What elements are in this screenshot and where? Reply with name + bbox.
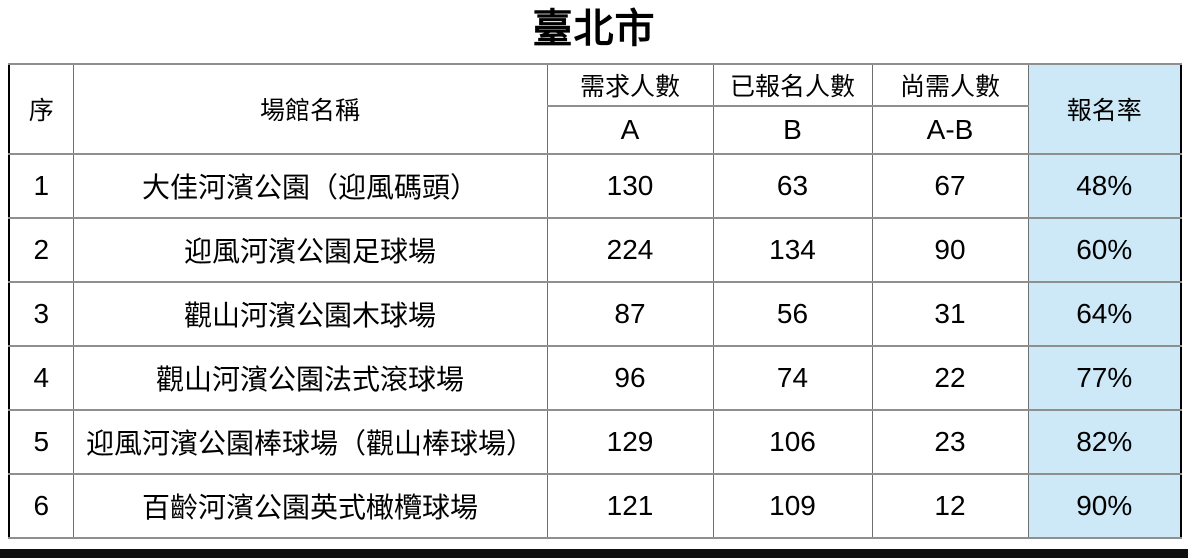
cell-rate: 64% — [1027, 281, 1182, 347]
cell-rate: 60% — [1027, 217, 1182, 283]
table-row: 6 百齡河濱公園英式橄欖球場 121 109 12 90% — [8, 473, 1182, 539]
table-row: 4 觀山河濱公園法式滾球場 96 74 22 77% — [8, 345, 1182, 411]
cell-rate: 48% — [1027, 153, 1182, 219]
cell-demand: 130 — [546, 153, 714, 219]
venues-table: 序 場館名稱 需求人數 已報名人數 尚需人數 報名率 A B A-B 1 大佳河… — [8, 63, 1182, 539]
cell-seq: 1 — [8, 153, 74, 219]
cell-venue: 百齡河濱公園英式橄欖球場 — [72, 473, 548, 539]
table-row: 5 迎風河濱公園棒球場（觀山棒球場） 129 106 23 82% — [8, 409, 1182, 475]
page-title: 臺北市 — [532, 7, 656, 51]
cell-registered: 106 — [712, 409, 873, 475]
bottom-divider-bar — [0, 549, 1188, 558]
cell-venue: 迎風河濱公園足球場 — [72, 217, 548, 283]
header-venue: 場館名稱 — [72, 63, 548, 155]
cell-registered: 109 — [712, 473, 873, 539]
cell-needed: 12 — [871, 473, 1029, 539]
cell-registered: 63 — [712, 153, 873, 219]
cell-venue: 觀山河濱公園木球場 — [72, 281, 548, 347]
cell-needed: 23 — [871, 409, 1029, 475]
header-row-sub: A B A-B — [9, 105, 1181, 155]
cell-needed: 31 — [871, 281, 1029, 347]
table-row: 2 迎風河濱公園足球場 224 134 90 60% — [8, 217, 1182, 283]
cell-rate: 90% — [1027, 473, 1182, 539]
cell-seq: 4 — [8, 345, 74, 411]
cell-registered: 74 — [712, 345, 873, 411]
cell-rate: 82% — [1027, 409, 1182, 475]
cell-seq: 5 — [8, 409, 74, 475]
header-needed-sub: A-B — [871, 105, 1029, 155]
cell-seq: 3 — [8, 281, 74, 347]
header-seq: 序 — [8, 63, 74, 155]
cell-demand: 87 — [546, 281, 714, 347]
header-registered: 已報名人數 — [712, 63, 873, 107]
cell-venue: 大佳河濱公園（迎風碼頭） — [72, 153, 548, 219]
cell-needed: 22 — [871, 345, 1029, 411]
header-row-main: 序 場館名稱 需求人數 已報名人數 尚需人數 報名率 — [8, 63, 1182, 155]
cell-demand: 121 — [546, 473, 714, 539]
cell-venue: 迎風河濱公園棒球場（觀山棒球場） — [72, 409, 548, 475]
cell-venue: 觀山河濱公園法式滾球場 — [72, 345, 548, 411]
cell-demand: 96 — [546, 345, 714, 411]
header-demand-sub: A — [546, 105, 714, 155]
cell-demand: 129 — [546, 409, 714, 475]
cell-demand: 224 — [546, 217, 714, 283]
table-row: 3 觀山河濱公園木球場 87 56 31 64% — [8, 281, 1182, 347]
cell-registered: 56 — [712, 281, 873, 347]
header-registered-sub: B — [712, 105, 873, 155]
cell-needed: 90 — [871, 217, 1029, 283]
header-demand: 需求人數 — [546, 63, 714, 107]
table-row: 1 大佳河濱公園（迎風碼頭） 130 63 67 48% — [8, 153, 1182, 219]
cell-needed: 67 — [871, 153, 1029, 219]
cell-rate: 77% — [1027, 345, 1182, 411]
cell-seq: 6 — [8, 473, 74, 539]
cell-seq: 2 — [8, 217, 74, 283]
cell-registered: 134 — [712, 217, 873, 283]
header-rate: 報名率 — [1027, 63, 1182, 155]
header-needed: 尚需人數 — [871, 63, 1029, 107]
